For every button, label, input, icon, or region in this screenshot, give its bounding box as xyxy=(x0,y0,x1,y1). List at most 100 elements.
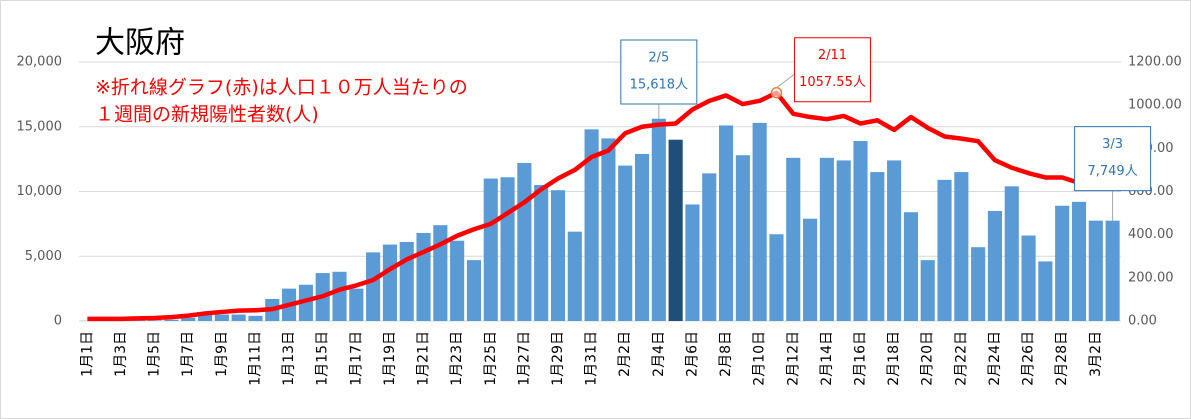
y2-tick-label: 0.00 xyxy=(1128,314,1157,329)
x-tick-label: 1月27日 xyxy=(516,331,532,386)
x-tick-label: 2月24日 xyxy=(987,331,1003,386)
x-tick-label: 1月21日 xyxy=(416,331,432,386)
bar xyxy=(584,129,599,321)
bar xyxy=(483,178,498,321)
bar xyxy=(601,138,616,321)
x-tick-label: 2月22日 xyxy=(953,331,969,386)
annotation-box xyxy=(793,37,871,103)
bar xyxy=(903,212,918,321)
bar xyxy=(550,190,566,321)
x-tick-label: 1月19日 xyxy=(382,331,398,386)
bar xyxy=(197,314,213,321)
bar xyxy=(836,160,851,321)
bar xyxy=(920,260,935,321)
bar xyxy=(668,139,683,321)
note: １週間の新規陽性者数(人) xyxy=(95,104,319,126)
point-marker xyxy=(770,86,783,99)
bar xyxy=(366,252,381,321)
bar xyxy=(534,185,549,321)
bar xyxy=(399,242,414,321)
bar xyxy=(416,232,431,321)
x-tick-label: 3月2日 xyxy=(1088,331,1104,377)
bar xyxy=(1055,205,1070,321)
x-tick-label: 2月8日 xyxy=(718,331,734,377)
x-tick-label: 1月1日 xyxy=(79,331,95,377)
bar xyxy=(214,314,229,321)
x-tick-label: 2月14日 xyxy=(819,331,835,386)
bar xyxy=(1071,201,1087,321)
chart-title: 大阪府 xyxy=(95,26,185,61)
bar xyxy=(332,271,347,321)
bar xyxy=(870,172,885,321)
x-tick-label: 1月29日 xyxy=(550,331,566,386)
bar xyxy=(769,234,784,321)
y-tick-label: 15,000 xyxy=(17,119,63,134)
annotation-title: 3/3 xyxy=(1102,137,1123,152)
bar xyxy=(1004,186,1019,321)
bar xyxy=(853,140,868,321)
annotation-title: 2/5 xyxy=(648,51,669,66)
bar xyxy=(702,173,717,321)
bar xyxy=(634,153,650,321)
bar xyxy=(954,172,969,321)
bar xyxy=(718,125,734,321)
bar xyxy=(298,284,313,321)
x-tick-label: 2月6日 xyxy=(684,331,700,377)
bar xyxy=(248,315,263,321)
x-tick-label: 2月2日 xyxy=(617,331,633,377)
bar xyxy=(450,240,465,321)
line xyxy=(87,90,1114,322)
annotation-label: 15,618人 xyxy=(630,78,689,93)
annotation-label: 7,749人 xyxy=(1087,164,1137,179)
x-tick-label: 1月5日 xyxy=(147,331,163,377)
x-tick-label: 1月23日 xyxy=(449,331,465,386)
bar xyxy=(567,231,582,321)
x-tick-label: 1月11日 xyxy=(247,331,263,386)
bar xyxy=(887,160,902,321)
bar xyxy=(735,155,750,321)
y-tick-label: 20,000 xyxy=(17,55,63,70)
x-tick-label: 1月15日 xyxy=(315,331,331,386)
annotation-box xyxy=(1074,126,1152,192)
x-tick-label: 2月16日 xyxy=(853,331,869,386)
bar xyxy=(181,317,196,321)
x-tick-label: 2月10日 xyxy=(752,331,768,386)
y2-tick-label: 200.00 xyxy=(1128,270,1174,285)
bar xyxy=(500,177,515,321)
y-tick-label: 5,000 xyxy=(25,249,62,264)
bar xyxy=(618,165,633,321)
x-tick-label: 2月20日 xyxy=(920,331,936,386)
x-tick-label: 2月18日 xyxy=(886,331,902,386)
bar xyxy=(786,157,801,321)
bar xyxy=(164,319,179,321)
bar xyxy=(147,320,162,321)
x-tick-label: 1月17日 xyxy=(348,331,364,386)
bar xyxy=(1021,235,1036,321)
y2-tick-label: 1000.00 xyxy=(1128,98,1182,113)
x-tick-label: 1月31日 xyxy=(584,331,600,386)
x-tick-label: 1月25日 xyxy=(483,331,499,386)
bar xyxy=(651,118,666,321)
bar xyxy=(937,179,952,321)
bar xyxy=(1088,220,1103,321)
bar xyxy=(1105,220,1120,321)
bar xyxy=(517,163,532,321)
bar xyxy=(1038,261,1053,321)
annotation-box xyxy=(620,39,698,105)
bar xyxy=(382,244,397,321)
bar xyxy=(466,260,482,321)
x-tick-label: 2月4日 xyxy=(651,331,667,377)
bar xyxy=(231,314,246,321)
bar xyxy=(349,288,364,321)
x-tick-label: 1月9日 xyxy=(214,331,230,377)
annotation-title: 2/11 xyxy=(818,48,847,63)
note: ※折れ線グラフ(赤)は人口１０万人当たりの xyxy=(95,77,468,99)
x-tick-label: 2月26日 xyxy=(1021,331,1037,386)
y-tick-label: 10,000 xyxy=(17,184,63,199)
annotation-label: 1057.55人 xyxy=(799,75,866,90)
x-tick-label: 2月28日 xyxy=(1054,331,1070,386)
bar xyxy=(433,225,448,321)
bar xyxy=(971,247,986,321)
x-tick-label: 1月7日 xyxy=(180,331,196,377)
y-tick-label: 0 xyxy=(54,314,62,329)
